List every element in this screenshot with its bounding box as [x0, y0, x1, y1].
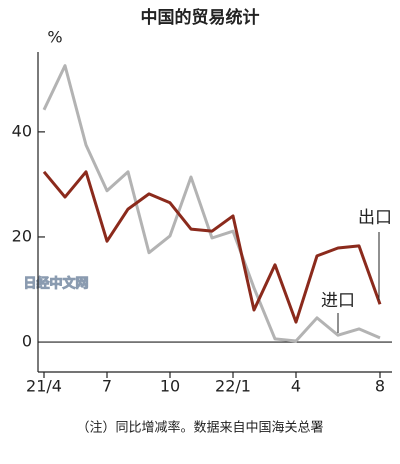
y-tick-label: 40 [12, 121, 32, 140]
x-tick-label: 22/1 [215, 377, 251, 396]
watermark: 日经中文网 [23, 276, 88, 292]
x-tick-label: 21/4 [26, 377, 62, 396]
x-tick-label: 8 [375, 377, 385, 396]
x-tick-label: 10 [160, 377, 180, 396]
y-tick-label: 20 [12, 226, 32, 245]
x-tick-label: 4 [291, 377, 301, 396]
y-axis-label: % [47, 28, 62, 47]
series-label: 进口 [321, 291, 355, 311]
y-tick-label: 0 [22, 332, 32, 351]
series-label: 出口 [358, 208, 392, 228]
line-series [42, 64, 381, 343]
note: （注）同比增减率。数据来自中国海关总署 [76, 420, 323, 436]
x-tick-label: 7 [102, 377, 112, 396]
chart-title: 中国的贸易统计 [141, 7, 260, 28]
line-series [42, 170, 382, 324]
